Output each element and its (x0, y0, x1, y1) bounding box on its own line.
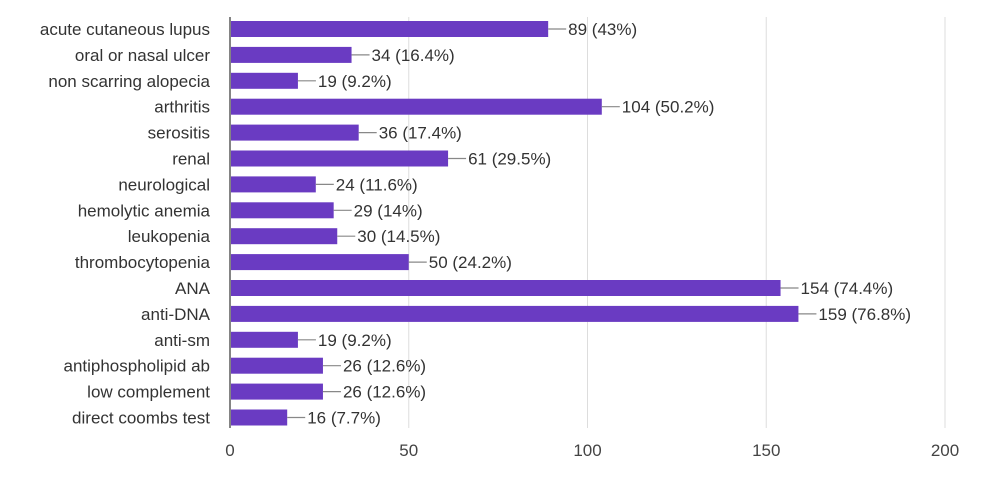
category-label: low complement (87, 383, 210, 402)
bar (231, 280, 781, 296)
category-label: antiphospholipid ab (63, 357, 210, 376)
x-tick-labels: 0 50 100 150 200 (225, 441, 959, 460)
data-labels: 89 (43%) 34 (16.4%) 19 (9.2%) 104 (50.2%) 36… (307, 20, 911, 428)
data-label: 26 (12.6%) (343, 383, 426, 402)
x-tick-label: 150 (752, 441, 780, 460)
category-label: leukopenia (128, 227, 211, 246)
bar (231, 383, 323, 400)
data-label: 16 (7.7%) (307, 409, 381, 428)
category-label: arthritis (154, 98, 210, 117)
data-label: 89 (43%) (568, 20, 637, 39)
bar (231, 46, 352, 63)
category-labels: acute cutaneous lupus oral or nasal ulcer… (40, 20, 211, 428)
category-label: anti-DNA (141, 305, 211, 324)
category-label: anti-sm (154, 331, 210, 350)
data-label: 26 (12.6%) (343, 357, 426, 376)
bar (231, 21, 549, 37)
bar (231, 254, 409, 271)
data-label: 24 (11.6%) (336, 175, 418, 194)
bar (231, 409, 288, 426)
category-label: thrombocytopenia (75, 253, 211, 272)
category-label: direct coombs test (72, 409, 210, 428)
bar (231, 150, 449, 167)
bar (231, 331, 298, 348)
data-label: 50 (24.2%) (429, 253, 512, 272)
category-label: oral or nasal ulcer (75, 46, 210, 65)
grid-lines (408, 17, 946, 428)
category-label: non scarring alopecia (48, 72, 210, 91)
bar (231, 202, 334, 219)
data-label: 34 (16.4%) (372, 46, 455, 65)
data-label: 154 (74.4%) (801, 279, 894, 298)
x-tick-label: 50 (399, 441, 418, 460)
bar (231, 357, 323, 374)
bar (231, 176, 316, 193)
bars (231, 21, 799, 426)
category-label: renal (172, 150, 210, 169)
bar (231, 124, 359, 141)
x-tick-label: 0 (225, 441, 234, 460)
category-label: neurological (118, 175, 210, 194)
data-label: 159 (76.8%) (818, 305, 911, 324)
data-label: 61 (29.5%) (468, 150, 551, 169)
leader-lines (287, 28, 817, 419)
bar (231, 228, 338, 245)
data-label: 29 (14%) (354, 201, 423, 220)
data-label: 19 (9.2%) (318, 72, 392, 91)
data-label: 30 (14.5%) (357, 227, 440, 246)
x-tick-label: 200 (931, 441, 959, 460)
category-label: hemolytic anemia (78, 201, 211, 220)
bar (231, 305, 799, 322)
bar (231, 72, 298, 89)
category-label: acute cutaneous lupus (40, 20, 210, 39)
x-tick-label: 100 (573, 441, 601, 460)
category-label: ANA (175, 279, 211, 298)
data-label: 36 (17.4%) (379, 124, 462, 143)
bar (231, 98, 602, 115)
category-label: serositis (148, 124, 210, 143)
data-label: 19 (9.2%) (318, 331, 392, 350)
data-label: 104 (50.2%) (622, 98, 715, 117)
